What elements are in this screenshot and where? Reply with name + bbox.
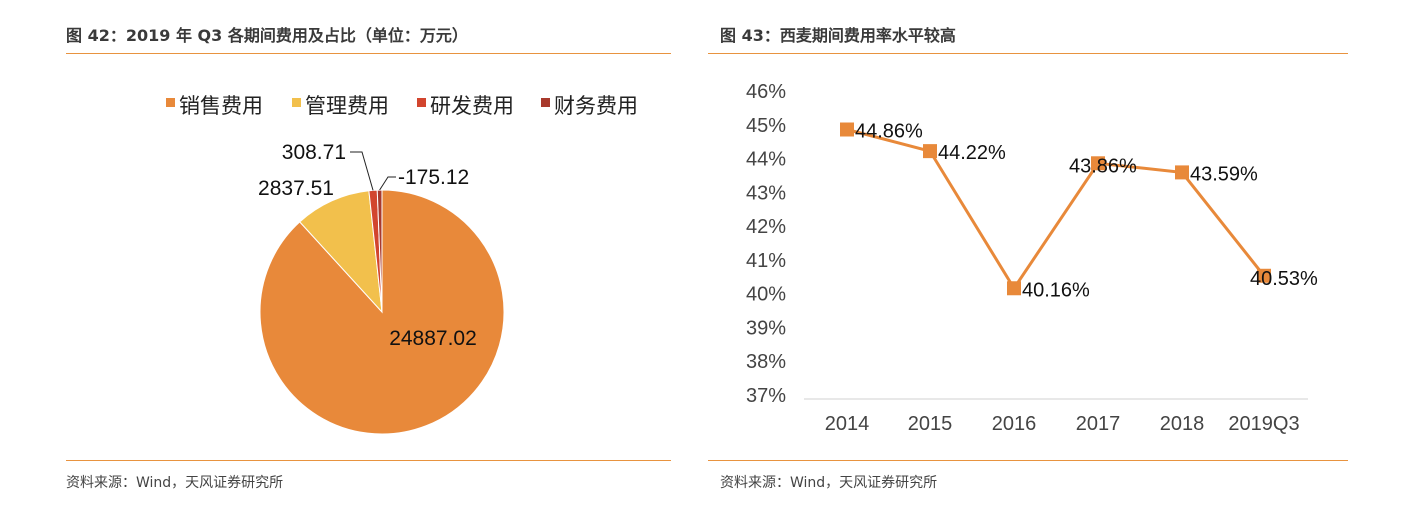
data-label: 2837.51 [258,177,334,200]
line-chart-title: 图 43：西麦期间费用率水平较高 [720,26,956,45]
line-chart-panel: 图 43：西麦期间费用率水平较高 46% 45% 44% 43% 42% 41% 40% 39… [706,0,1412,514]
data-point-marker [1257,268,1271,283]
legend-item: 管理费用 [292,95,389,118]
leader-line [350,151,374,191]
y-tick-label: 42% [746,216,786,238]
y-tick-label: 45% [746,115,786,137]
pie-source-note: 资料来源：Wind，天风证券研究所 [66,475,284,491]
data-point-marker [840,122,854,137]
pie-chart-panel: 图 42：2019 年 Q3 各期间费用及占比（单位：万元） 销售费用 管理费用 研… [66,26,671,491]
data-point-marker [923,144,937,159]
legend-item: 财务费用 [541,95,638,118]
data-label: 24887.02 [389,327,477,350]
pie-slice [299,190,383,314]
pie-slice [376,189,383,313]
y-tick-label: 41% [746,250,786,272]
legend-label: 销售费用 [179,95,263,118]
data-point-marker [1007,281,1021,296]
data-label: 40.16% [1022,279,1090,301]
y-tick-label: 44% [746,149,786,171]
data-label: 40.53% [1250,268,1318,290]
x-tick-label: 2017 [1076,413,1121,435]
legend-label: 财务费用 [554,95,638,118]
legend-swatch [292,98,301,107]
source-rule [708,460,1348,461]
series-line [846,128,1266,292]
legend-item: 销售费用 [166,95,263,118]
x-tick-label: 2016 [992,413,1037,435]
y-tick-label: 43% [746,182,786,204]
line-chart: 46% 45% 44% 43% 42% 41% 40% 39% 38% 37% 2014 2015 20… [746,81,1318,435]
legend-item: 研发费用 [417,95,514,118]
legend-swatch [417,98,426,107]
x-tick-label: 2015 [908,413,953,435]
legend-swatch [166,98,175,107]
data-label: 43.86% [1069,155,1137,177]
data-label: 43.59% [1190,163,1258,185]
y-tick-label: 46% [746,81,786,103]
data-label: -175.12 [398,166,469,189]
data-point-marker [1175,165,1189,180]
data-label: 308.71 [282,141,346,164]
legend-label: 研发费用 [430,95,514,118]
line-source-note: 资料来源：Wind，天风证券研究所 [720,475,938,491]
x-tick-label: 2019Q3 [1228,413,1299,435]
title-rule [66,53,671,54]
data-point-marker [1091,156,1105,171]
x-tick-label: 2014 [825,413,870,435]
y-tick-label: 40% [746,284,786,306]
source-rule [66,460,671,461]
data-label: 44.86% [855,121,923,143]
data-label: 44.22% [938,142,1006,164]
legend-label: 管理费用 [305,95,389,118]
pie-chart-title: 图 42：2019 年 Q3 各期间费用及占比（单位：万元） [66,26,468,45]
y-tick-label: 38% [746,351,786,373]
legend-swatch [541,98,550,107]
x-tick-label: 2018 [1160,413,1205,435]
y-tick-label: 37% [746,385,786,407]
pie-chart: 销售费用 管理费用 研发费用 财务费用 24887.02 2837.51 308.71 -17… [166,95,638,435]
title-rule [708,53,1348,54]
leader-line [379,176,396,191]
y-tick-label: 39% [746,317,786,339]
